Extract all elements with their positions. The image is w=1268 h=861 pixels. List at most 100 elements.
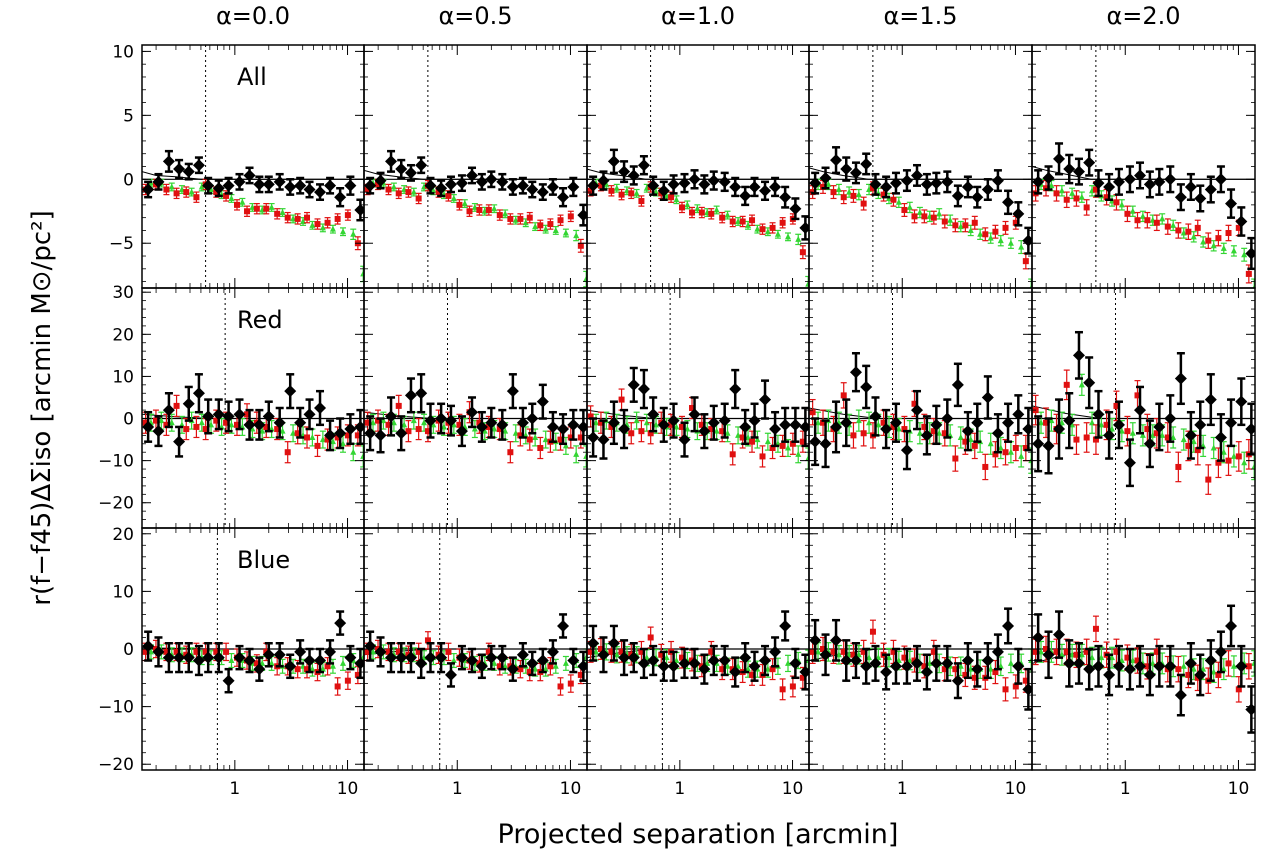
point-black-diamond [849, 166, 862, 179]
point-red-square [1012, 219, 1019, 226]
series-green [815, 178, 1032, 288]
point-black-diamond [253, 178, 266, 191]
point-black-diamond [233, 651, 246, 664]
point-black-diamond [444, 668, 457, 681]
point-black-diamond [485, 651, 498, 664]
point-green-triangle [158, 417, 165, 424]
point-black-diamond [385, 410, 398, 423]
point-red-square [719, 666, 726, 673]
point-black-diamond [1032, 437, 1045, 450]
y-tick-label: −10 [98, 698, 134, 718]
point-green-triangle [249, 425, 256, 432]
point-green-triangle [290, 215, 297, 222]
point-black-diamond [1053, 423, 1066, 436]
point-black-diamond [506, 180, 519, 193]
point-green-triangle [228, 194, 235, 201]
point-black-diamond [809, 435, 822, 448]
point-black-diamond [607, 155, 620, 168]
point-red-square [1113, 199, 1120, 206]
point-black-diamond [344, 423, 357, 436]
point-green-triangle [1170, 433, 1177, 440]
series-red [1032, 179, 1252, 284]
point-black-diamond [1063, 163, 1076, 176]
point-black-diamond [729, 666, 742, 679]
point-black-diamond [415, 159, 428, 172]
row-label: All [237, 63, 267, 91]
point-green-triangle [1220, 244, 1227, 251]
point-black-diamond [707, 654, 720, 667]
point-black-diamond [344, 179, 357, 192]
point-green-triangle [1078, 193, 1085, 200]
point-green-triangle [430, 187, 437, 194]
point-green-triangle [1180, 436, 1187, 443]
panel-plot-area [587, 528, 809, 770]
point-red-square [992, 451, 999, 458]
point-black-diamond [202, 410, 215, 423]
point-red-square [1245, 270, 1252, 277]
point-red-square [1002, 224, 1009, 231]
point-black-diamond [273, 648, 286, 661]
point-green-triangle [855, 651, 862, 658]
point-black-diamond [769, 423, 782, 436]
point-red-square [658, 651, 665, 658]
point-black-diamond [314, 402, 327, 414]
point-green-triangle [1129, 429, 1136, 436]
point-red-square [496, 212, 503, 219]
panel-r0-c0 [141, 44, 365, 289]
point-green-triangle [1108, 425, 1115, 432]
panel-r0-c1 [363, 44, 588, 289]
point-green-triangle [1241, 459, 1248, 466]
point-black-diamond [971, 191, 984, 204]
point-green-triangle [279, 209, 286, 216]
point-green-triangle [1210, 242, 1217, 249]
point-green-triangle [309, 665, 316, 672]
point-black-diamond [424, 179, 437, 192]
point-black-diamond [759, 393, 772, 406]
point-green-triangle [987, 440, 994, 447]
point-black-diamond [142, 183, 155, 196]
y-tick-label: −5 [109, 234, 134, 254]
point-red-square [244, 411, 251, 418]
point-green-triangle [926, 659, 933, 666]
point-green-triangle [198, 183, 205, 190]
point-green-triangle [957, 662, 964, 669]
panel-frame [586, 44, 810, 289]
point-green-triangle [491, 659, 498, 666]
panel-r2-c0 [141, 527, 365, 771]
point-green-triangle [875, 421, 882, 428]
point-black-diamond [455, 177, 468, 190]
point-green-triangle [855, 417, 862, 424]
y-tick-label: 10 [112, 42, 134, 62]
point-black-diamond [688, 173, 701, 186]
point-black-diamond [819, 437, 832, 450]
point-green-triangle [502, 210, 509, 217]
point-red-square [668, 421, 675, 428]
panel-plot-area [587, 45, 809, 288]
point-green-triangle [279, 427, 286, 434]
point-black-diamond [739, 420, 752, 433]
point-red-square [537, 445, 544, 451]
point-black-diamond [273, 416, 286, 429]
point-green-triangle [713, 206, 720, 213]
point-black-diamond [1092, 408, 1105, 421]
point-red-square [202, 648, 209, 655]
point-black-diamond [698, 425, 711, 438]
point-red-square [962, 438, 969, 445]
point-black-diamond [618, 423, 631, 436]
point-green-triangle [542, 665, 549, 672]
point-red-square [334, 434, 341, 441]
point-black-diamond [173, 651, 186, 664]
point-red-square [1153, 219, 1160, 226]
point-red-square [557, 683, 564, 690]
point-green-triangle [471, 425, 478, 432]
point-black-diamond [334, 617, 347, 630]
point-black-diamond [1103, 429, 1116, 442]
point-green-triangle [319, 436, 326, 443]
point-red-square [567, 680, 574, 687]
point-green-triangle [481, 427, 488, 434]
point-green-triangle [1098, 421, 1105, 428]
point-black-diamond [587, 637, 600, 650]
point-green-triangle [340, 440, 347, 447]
point-red-square [618, 648, 625, 655]
point-red-square [1153, 430, 1160, 437]
